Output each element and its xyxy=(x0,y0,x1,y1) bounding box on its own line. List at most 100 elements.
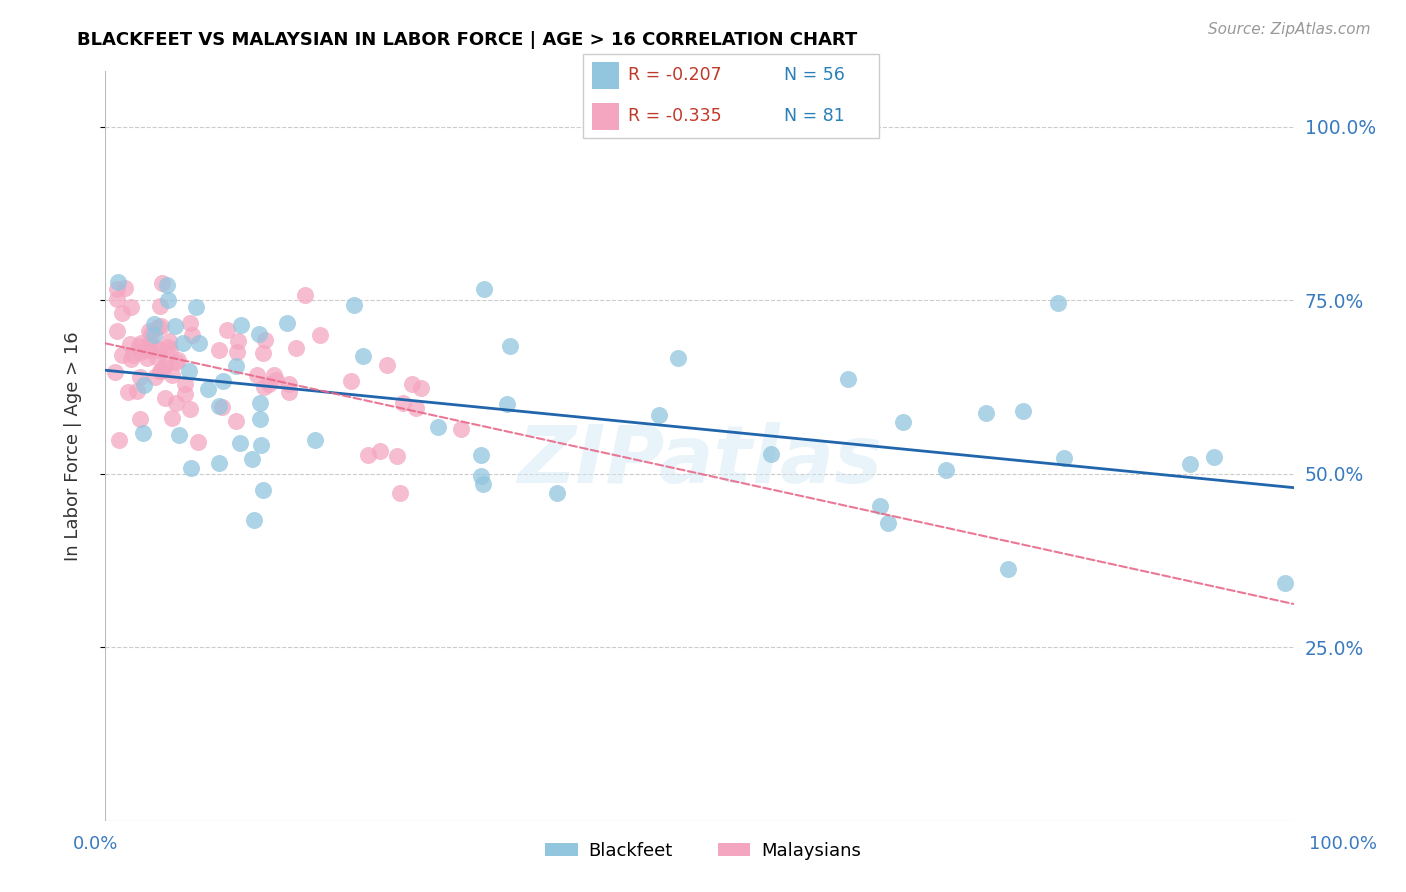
Malaysians xyxy=(149,299,172,313)
Malaysians xyxy=(278,385,301,400)
Blackfeet xyxy=(470,469,492,483)
Malaysians xyxy=(120,337,142,351)
Malaysians xyxy=(127,384,149,399)
Malaysians xyxy=(128,339,150,353)
Malaysians xyxy=(157,334,180,348)
Blackfeet xyxy=(352,349,374,363)
Blackfeet xyxy=(243,513,266,527)
Blackfeet xyxy=(759,447,782,461)
Malaysians xyxy=(252,346,274,360)
Text: 100.0%: 100.0% xyxy=(1309,835,1376,853)
Legend: Blackfeet, Malaysians: Blackfeet, Malaysians xyxy=(538,835,868,867)
Malaysians xyxy=(105,292,128,306)
Malaysians xyxy=(153,359,176,374)
Blackfeet xyxy=(976,406,998,420)
Malaysians xyxy=(138,324,160,338)
Blackfeet xyxy=(304,433,326,447)
Malaysians xyxy=(340,374,363,388)
Malaysians xyxy=(107,433,129,447)
Blackfeet xyxy=(157,293,180,307)
Malaysians xyxy=(179,401,201,416)
Malaysians xyxy=(120,300,142,314)
Malaysians xyxy=(146,320,169,334)
Malaysians xyxy=(111,306,134,320)
Malaysians xyxy=(160,411,183,425)
Blackfeet xyxy=(1204,450,1226,464)
Malaysians xyxy=(409,381,432,395)
Malaysians xyxy=(391,395,413,409)
Malaysians xyxy=(294,287,316,301)
Malaysians xyxy=(143,341,166,355)
Malaysians xyxy=(129,344,152,359)
Blackfeet xyxy=(184,300,207,314)
Blackfeet xyxy=(472,282,495,296)
Blackfeet xyxy=(837,372,859,386)
Malaysians xyxy=(180,328,202,343)
Malaysians xyxy=(309,328,332,343)
Malaysians xyxy=(105,324,128,338)
Malaysians xyxy=(405,401,427,416)
Blackfeet xyxy=(179,364,201,378)
Malaysians xyxy=(138,343,160,357)
Blackfeet xyxy=(188,336,211,351)
Text: N = 81: N = 81 xyxy=(785,107,845,125)
Blackfeet xyxy=(997,562,1019,576)
Malaysians xyxy=(370,444,392,458)
Blackfeet xyxy=(869,500,891,514)
Malaysians xyxy=(166,352,188,367)
Blackfeet xyxy=(249,396,271,410)
Blackfeet xyxy=(172,335,194,350)
Blackfeet xyxy=(1046,295,1069,310)
Blackfeet xyxy=(229,435,252,450)
Blackfeet xyxy=(499,339,522,353)
Malaysians xyxy=(165,395,187,409)
Malaysians xyxy=(257,376,280,391)
Malaysians xyxy=(253,334,276,348)
Malaysians xyxy=(111,348,134,362)
Malaysians xyxy=(114,281,136,295)
Malaysians xyxy=(165,355,187,369)
Malaysians xyxy=(263,368,285,382)
Malaysians xyxy=(153,391,176,405)
Malaysians xyxy=(149,364,172,378)
Blackfeet xyxy=(134,377,156,392)
Malaysians xyxy=(211,400,233,414)
Malaysians xyxy=(377,359,399,373)
Blackfeet xyxy=(156,277,179,292)
Blackfeet xyxy=(250,438,273,452)
Malaysians xyxy=(129,370,152,384)
Blackfeet xyxy=(249,412,271,426)
Blackfeet xyxy=(935,463,957,477)
Malaysians xyxy=(174,376,197,391)
Malaysians xyxy=(277,377,299,392)
Blackfeet xyxy=(197,382,219,396)
Malaysians xyxy=(117,384,139,399)
Blackfeet xyxy=(470,448,492,462)
Text: N = 56: N = 56 xyxy=(785,66,845,84)
Blackfeet xyxy=(107,275,129,289)
Blackfeet xyxy=(229,318,252,333)
Blackfeet xyxy=(143,327,166,342)
Blackfeet xyxy=(1274,575,1296,590)
Malaysians xyxy=(401,376,423,391)
Malaysians xyxy=(143,370,166,384)
Blackfeet xyxy=(167,427,190,442)
Malaysians xyxy=(139,327,162,342)
Malaysians xyxy=(208,343,231,358)
Malaysians xyxy=(266,373,288,387)
Text: R = -0.207: R = -0.207 xyxy=(627,66,721,84)
Malaysians xyxy=(156,340,179,354)
Malaysians xyxy=(225,345,247,359)
Blackfeet xyxy=(247,326,270,341)
Blackfeet xyxy=(427,420,450,434)
Text: BLACKFEET VS MALAYSIAN IN LABOR FORCE | AGE > 16 CORRELATION CHART: BLACKFEET VS MALAYSIAN IN LABOR FORCE | … xyxy=(77,31,858,49)
Malaysians xyxy=(179,316,201,330)
Malaysians xyxy=(160,368,183,383)
Malaysians xyxy=(246,368,269,383)
Blackfeet xyxy=(546,485,568,500)
Malaysians xyxy=(357,448,380,462)
Malaysians xyxy=(389,485,412,500)
Blackfeet xyxy=(163,318,186,333)
Malaysians xyxy=(107,282,129,296)
Blackfeet xyxy=(343,297,366,311)
